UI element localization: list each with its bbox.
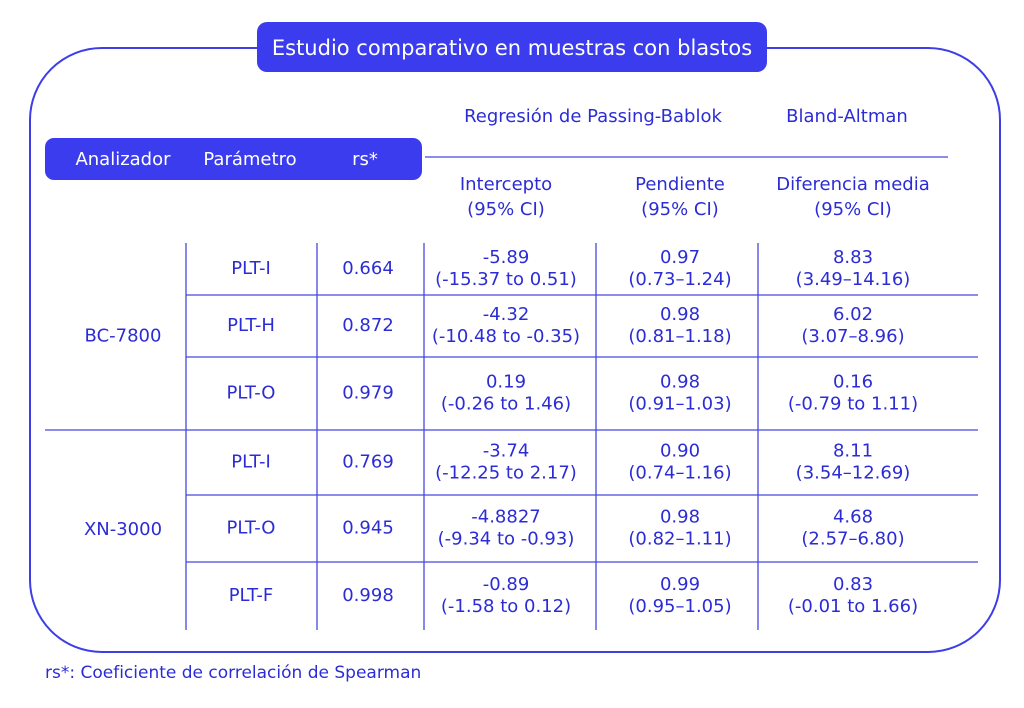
group-header: Regresión de Passing-Bablok <box>464 106 722 127</box>
title-pill <box>257 22 767 72</box>
header-pill <box>45 138 422 180</box>
cell: (-0.01 to 1.66) <box>788 596 918 617</box>
cell: 0.979 <box>342 383 394 404</box>
cell: PLT-F <box>229 585 274 606</box>
column-header: rs* <box>352 149 378 170</box>
cell: (0.74–1.16) <box>628 463 731 484</box>
cell: (-1.58 to 0.12) <box>441 596 571 617</box>
analyzer: XN-3000 <box>84 519 162 540</box>
cell: 0.98 <box>660 372 700 393</box>
cell: 0.872 <box>342 315 394 336</box>
cell: (3.54–12.69) <box>796 463 911 484</box>
subcolumn-header: (95% CI) <box>467 199 545 220</box>
cell: 0.19 <box>486 372 526 393</box>
cell: 0.98 <box>660 507 700 528</box>
column-header: Parámetro <box>203 149 296 170</box>
cell: -5.89 <box>483 247 530 268</box>
cell: (0.73–1.24) <box>628 269 731 290</box>
cell: (-0.26 to 1.46) <box>441 394 571 415</box>
cell: (0.95–1.05) <box>628 596 731 617</box>
title: Estudio comparativo en muestras con blas… <box>272 36 752 60</box>
cell: (0.81–1.18) <box>628 326 731 347</box>
cell: (0.82–1.11) <box>628 529 731 550</box>
analyzer: BC-7800 <box>85 326 162 347</box>
cell: 0.945 <box>342 518 394 539</box>
cell: 0.98 <box>660 304 700 325</box>
group-header: Bland-Altman <box>786 106 908 127</box>
footnote: rs*: Coeficiente de correlación de Spear… <box>45 663 421 683</box>
cell: (-0.79 to 1.11) <box>788 394 918 415</box>
cell: 0.769 <box>342 452 394 473</box>
cell: -0.89 <box>483 574 530 595</box>
cell: 8.83 <box>833 247 873 268</box>
cell: 0.90 <box>660 441 700 462</box>
cell: 4.68 <box>833 507 873 528</box>
cell: (3.49–14.16) <box>796 269 911 290</box>
cell: PLT-O <box>227 383 276 404</box>
subcolumn-header: Intercepto <box>460 174 552 195</box>
cell: PLT-I <box>231 452 271 473</box>
subcolumn-header: (95% CI) <box>641 199 719 220</box>
column-header: Analizador <box>75 149 171 170</box>
cell: 8.11 <box>833 441 873 462</box>
cell: (2.57–6.80) <box>801 529 904 550</box>
subcolumn-header: Pendiente <box>635 174 725 195</box>
cell: 0.998 <box>342 585 394 606</box>
cell: 0.99 <box>660 574 700 595</box>
cell: (-12.25 to 2.17) <box>435 463 577 484</box>
cell: PLT-O <box>227 518 276 539</box>
cell: (-10.48 to -0.35) <box>432 326 580 347</box>
cell: PLT-H <box>227 315 275 336</box>
cell: (0.91–1.03) <box>628 394 731 415</box>
cell: 0.97 <box>660 247 700 268</box>
cell: (3.07–8.96) <box>801 326 904 347</box>
cell: 0.16 <box>833 372 873 393</box>
cell: -4.8827 <box>471 507 540 528</box>
cell: -4.32 <box>483 304 530 325</box>
cell: 0.83 <box>833 574 873 595</box>
cell: 0.664 <box>342 258 394 279</box>
cell: PLT-I <box>231 258 271 279</box>
cell: 6.02 <box>833 304 873 325</box>
cell: (-15.37 to 0.51) <box>435 269 577 290</box>
subcolumn-header: (95% CI) <box>814 199 892 220</box>
cell: -3.74 <box>483 441 530 462</box>
subcolumn-header: Diferencia media <box>776 174 929 195</box>
cell: (-9.34 to -0.93) <box>438 529 575 550</box>
